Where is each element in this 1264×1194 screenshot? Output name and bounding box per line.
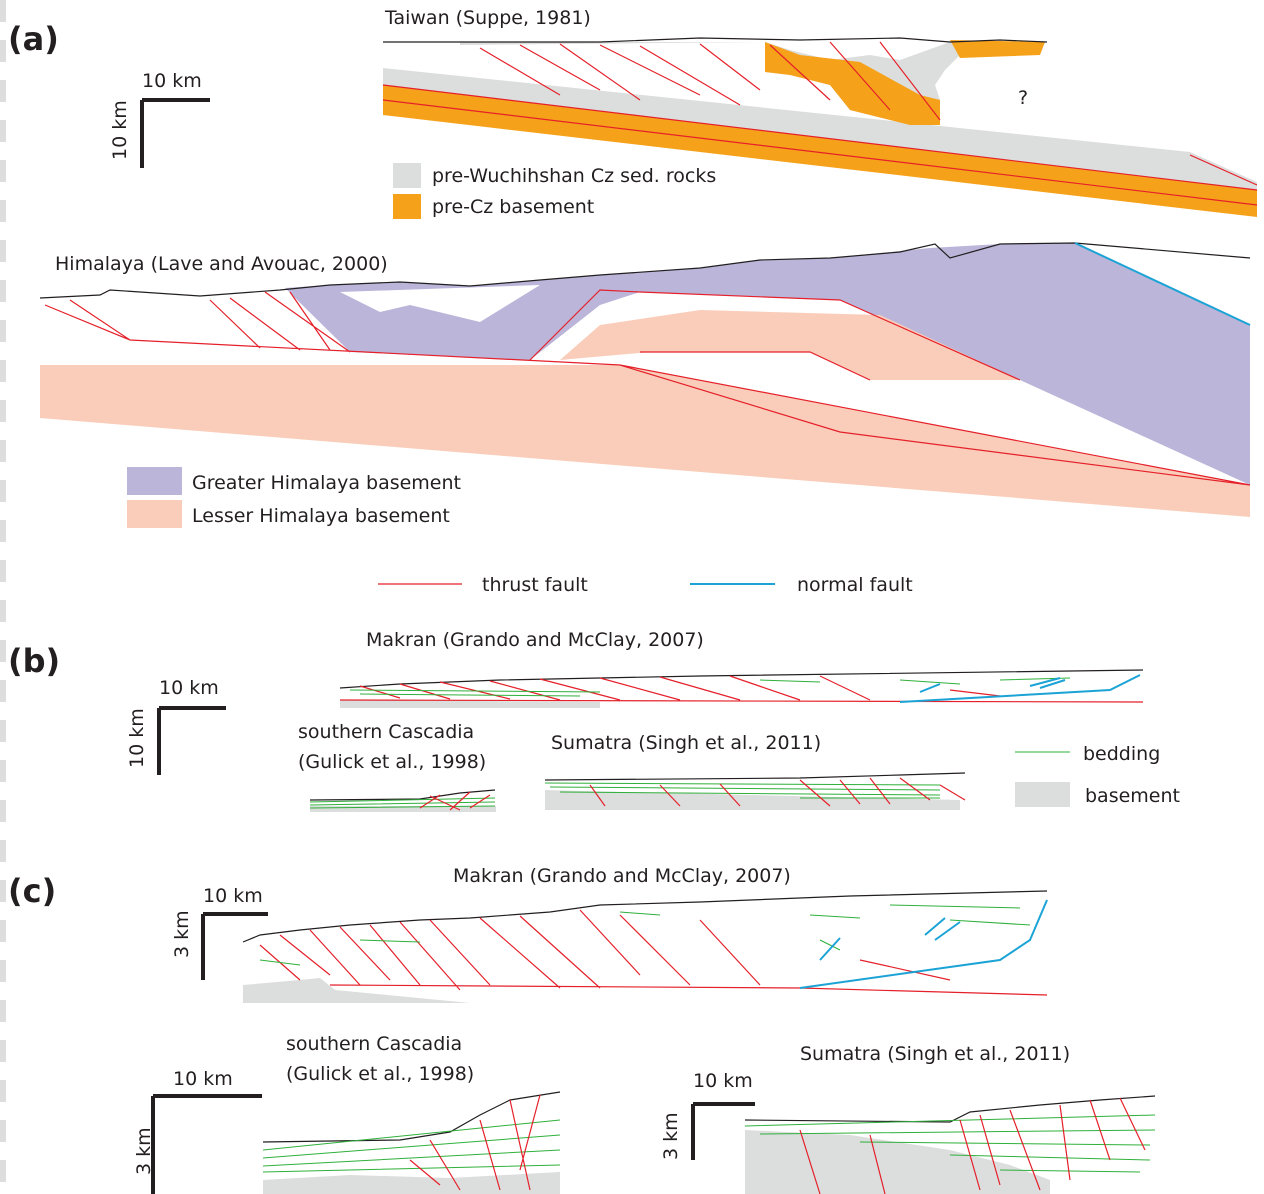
legend-swatch [1015, 782, 1070, 807]
legend-swatch [393, 194, 421, 219]
panel-label: (b) [8, 642, 60, 680]
legend-label: thrust fault [482, 574, 588, 596]
legend-swatch [127, 467, 182, 495]
scale-label: 10 km [142, 70, 202, 92]
bedding [260, 905, 1030, 965]
section-title: southern Cascadia [286, 1033, 462, 1055]
section-title: Makran (Grando and McClay, 2007) [366, 629, 704, 651]
scale-bar [203, 914, 268, 980]
diagram: (a) 10 km 10 km Taiwan (Suppe, 1981) ? p… [0, 0, 1264, 1194]
legend-label: normal fault [797, 574, 913, 596]
legend-label: pre-Cz basement [432, 196, 594, 218]
scale-label: 10 km [126, 708, 148, 768]
bedding [350, 678, 1070, 696]
legend-swatch [127, 500, 182, 528]
topography [383, 38, 1047, 42]
legend-label: basement [1085, 785, 1180, 807]
bedding [263, 1120, 560, 1172]
legend-label: Lesser Himalaya basement [192, 505, 450, 527]
panel-label: (c) [8, 872, 56, 910]
section-title: Sumatra (Singh et al., 2011) [551, 732, 821, 754]
scale-bar [142, 100, 210, 168]
scale-label: 10 km [159, 677, 219, 699]
scale-label: 10 km [173, 1068, 233, 1090]
basement [745, 1130, 1050, 1194]
scale-label: 10 km [203, 885, 263, 907]
basement [340, 700, 600, 708]
legend-label: pre-Wuchihshan Cz sed. rocks [432, 165, 716, 187]
section-title: southern Cascadia [298, 721, 474, 743]
section-title: Sumatra (Singh et al., 2011) [800, 1043, 1070, 1065]
panel-label: (a) [8, 20, 59, 58]
normal-fault [800, 900, 1047, 988]
section-title: Himalaya (Lave and Avouac, 2000) [55, 253, 388, 275]
legend-label: Greater Himalaya basement [192, 472, 461, 494]
basement-outcrop [950, 40, 1045, 58]
scale-label: 3 km [171, 910, 193, 958]
thrust-faults [340, 676, 1143, 702]
figure: (a) 10 km 10 km Taiwan (Suppe, 1981) ? p… [0, 0, 1264, 1194]
scale-label: 10 km [693, 1070, 753, 1092]
section-title: Makran (Grando and McClay, 2007) [453, 865, 791, 887]
basement [263, 1172, 560, 1194]
basement [545, 790, 960, 810]
unknown-mark: ? [1018, 87, 1028, 109]
section-title: Taiwan (Suppe, 1981) [384, 7, 591, 29]
legend-label: bedding [1083, 743, 1160, 765]
scale-bar [159, 708, 226, 775]
section-title: (Gulick et al., 1998) [286, 1063, 474, 1085]
scale-label: 3 km [660, 1112, 682, 1160]
section-title: (Gulick et al., 1998) [298, 751, 486, 773]
scale-label: 10 km [109, 100, 131, 160]
scale-bar [153, 1096, 262, 1194]
legend-swatch [393, 163, 421, 188]
scale-label: 3 km [133, 1127, 155, 1175]
